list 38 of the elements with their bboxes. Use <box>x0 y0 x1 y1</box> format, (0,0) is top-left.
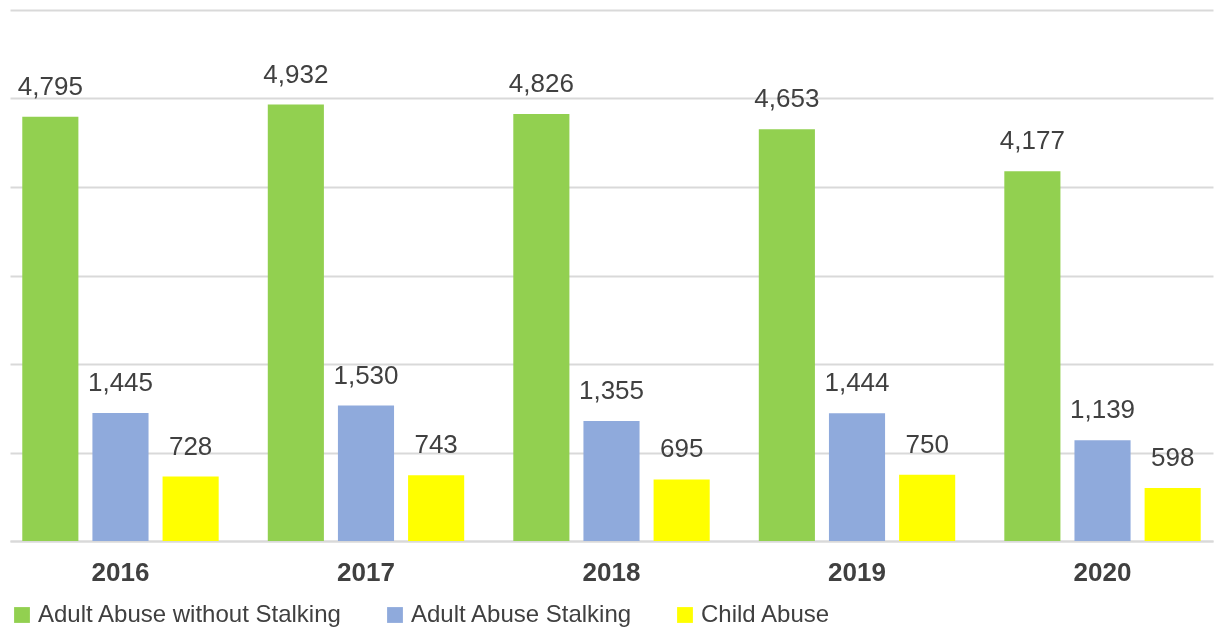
bar <box>758 129 815 541</box>
data-label: 1,355 <box>578 375 645 406</box>
legend-label: Adult Abuse Stalking <box>411 600 632 627</box>
data-label: 4,826 <box>508 67 574 98</box>
data-label: 4,795 <box>17 70 83 101</box>
data-label: 728 <box>168 430 213 461</box>
legend-label: Child Abuse <box>701 600 830 627</box>
data-label: 1,445 <box>87 367 154 398</box>
bar <box>513 113 570 541</box>
bar <box>653 479 710 541</box>
bar <box>899 474 956 541</box>
bar <box>92 413 149 541</box>
x-tick-label: 2018 <box>582 556 641 587</box>
bar <box>22 116 79 541</box>
legend-label: Adult Abuse without Stalking <box>38 600 341 627</box>
data-label: 598 <box>1150 442 1195 473</box>
x-tick-label: 2019 <box>828 556 886 587</box>
data-label: 695 <box>659 433 704 464</box>
bar <box>1074 440 1131 541</box>
data-label: 4,932 <box>263 58 329 89</box>
bar <box>1144 488 1201 541</box>
data-label: 743 <box>414 429 458 460</box>
data-label: 1,530 <box>333 359 399 390</box>
data-label: 4,653 <box>754 83 820 114</box>
x-tick-label: 2020 <box>1073 556 1132 587</box>
bar <box>267 104 324 541</box>
bar <box>583 421 640 541</box>
data-label: 1,139 <box>1069 394 1136 425</box>
bar <box>1004 171 1061 541</box>
data-label: 750 <box>905 428 949 459</box>
bar <box>408 475 465 541</box>
bar <box>337 405 395 541</box>
data-label: 4,177 <box>999 125 1065 156</box>
bar <box>162 476 219 541</box>
data-label: 1,444 <box>824 367 890 398</box>
bar <box>828 413 886 541</box>
x-tick-label: 2016 <box>91 556 150 587</box>
x-tick-label: 2017 <box>337 556 395 587</box>
